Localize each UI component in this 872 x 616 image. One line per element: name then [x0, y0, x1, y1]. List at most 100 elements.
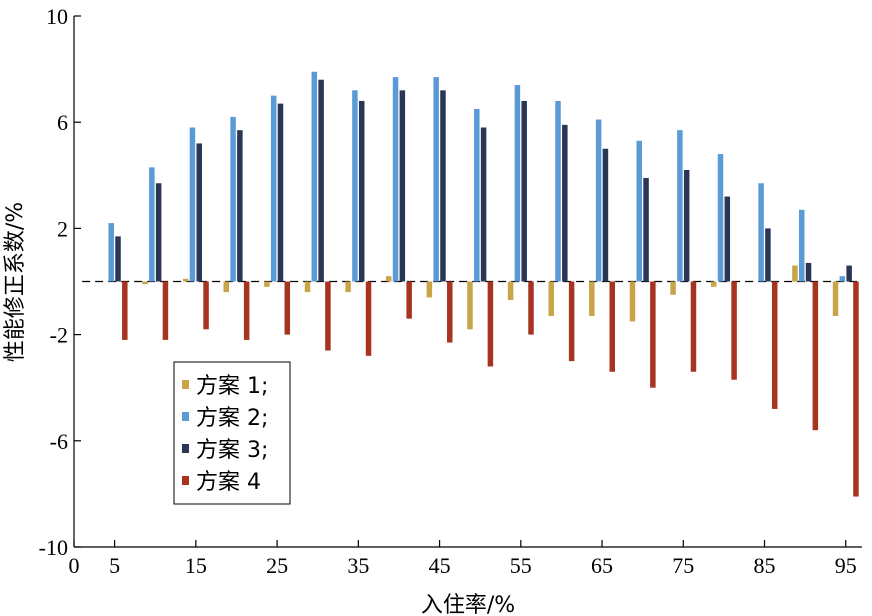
x-axis-label: 入住率/%	[421, 593, 515, 616]
bar-3	[846, 265, 852, 282]
legend-label: 方案 1;	[196, 374, 268, 399]
bar-3	[277, 103, 284, 282]
bar-1	[507, 281, 514, 301]
x-tick-label: 95	[835, 553, 857, 578]
y-tick-label: 10	[46, 4, 68, 29]
bar-4	[122, 281, 128, 340]
bar-1	[223, 281, 230, 293]
bar-1	[670, 281, 676, 295]
axes: -10 -6 -2 2 6 10 0 5 15 25 35 45 55 65 75 85 95	[39, 4, 862, 578]
y-tick-label: -6	[50, 429, 68, 454]
x-tick-label: 75	[672, 553, 694, 578]
bar-4	[609, 281, 615, 372]
bar-1	[710, 281, 717, 287]
bar-3	[683, 169, 690, 282]
legend-marker	[182, 476, 189, 485]
bar-3	[724, 196, 731, 282]
bar-4	[731, 281, 737, 380]
legend-marker	[182, 380, 189, 389]
bar-1	[629, 281, 636, 322]
bar-4	[162, 281, 169, 340]
legend-label: 方案 3;	[196, 438, 268, 463]
bar-2	[352, 90, 358, 282]
bar-2	[555, 100, 561, 282]
legend-marker	[182, 444, 189, 453]
bar-2	[839, 276, 846, 282]
x-tick-label: 5	[109, 553, 120, 578]
bar-3	[399, 90, 406, 282]
bar-2	[636, 140, 643, 282]
x-tick-label: 25	[266, 553, 288, 578]
bar-2	[474, 108, 480, 282]
bar-2	[149, 167, 155, 282]
bar-1	[304, 281, 311, 293]
bar-2	[717, 154, 724, 282]
bar-4	[690, 281, 697, 372]
x-tick-label: 65	[591, 553, 613, 578]
bar-1	[345, 281, 351, 293]
bar-2	[758, 183, 764, 282]
bar-1	[832, 281, 839, 317]
bar-2	[514, 85, 521, 282]
bar-3	[115, 236, 121, 282]
bar-2	[311, 71, 318, 282]
bar-4	[243, 281, 250, 340]
bar-4	[325, 281, 331, 351]
bar-1	[264, 281, 270, 287]
x-tick-label: 85	[754, 553, 776, 578]
bar-4	[284, 281, 291, 335]
legend: 方案 1; 方案 2; 方案 3; 方案 4	[173, 361, 291, 505]
bar-4	[365, 281, 372, 356]
bar-2	[595, 119, 602, 282]
bar-3	[765, 228, 771, 282]
bars	[108, 71, 859, 497]
bar-3	[562, 124, 568, 282]
y-tick-label: 2	[57, 216, 68, 241]
bar-1	[548, 281, 554, 317]
bar-3	[643, 177, 649, 282]
bar-3	[440, 90, 446, 282]
x-tick-label: 0	[69, 553, 80, 578]
y-tick-label: 6	[57, 110, 68, 135]
legend-label: 方案 4	[196, 470, 261, 495]
bar-3	[358, 100, 365, 282]
bar-1	[426, 281, 433, 298]
bar-2	[270, 95, 277, 282]
bar-3	[805, 262, 812, 282]
bar-1	[589, 281, 595, 317]
bar-1	[386, 276, 392, 282]
bar-4	[853, 281, 859, 497]
bar-2	[798, 209, 805, 282]
bar-3	[480, 127, 487, 282]
legend-marker	[182, 412, 189, 421]
bar-3	[318, 79, 324, 282]
bar-4	[203, 281, 209, 330]
bar-3	[602, 148, 609, 282]
bar-2	[189, 127, 196, 282]
bar-4	[812, 281, 819, 431]
bar-4	[771, 281, 778, 409]
y-tick-label: -2	[50, 323, 68, 348]
bar-1	[182, 278, 189, 282]
bar-2	[230, 116, 236, 282]
bar-4	[568, 281, 575, 362]
bar-2	[108, 223, 114, 282]
bar-3	[155, 183, 162, 282]
bar-3	[521, 100, 527, 282]
bar-3	[196, 143, 203, 282]
bar-1	[142, 281, 148, 285]
bar-1	[792, 265, 798, 282]
x-tick-label: 45	[429, 553, 451, 578]
y-axis-label: 性能修正系数/%	[3, 202, 28, 362]
legend-box	[173, 361, 291, 505]
bar-2	[433, 77, 439, 282]
bar-3	[237, 130, 243, 282]
bar-2	[392, 77, 399, 282]
bar-4	[447, 281, 453, 343]
bar-4	[406, 281, 412, 319]
bar-2	[677, 130, 683, 282]
y-tick-label: -10	[39, 535, 68, 560]
x-tick-label: 35	[347, 553, 369, 578]
x-tick-label: 15	[185, 553, 207, 578]
